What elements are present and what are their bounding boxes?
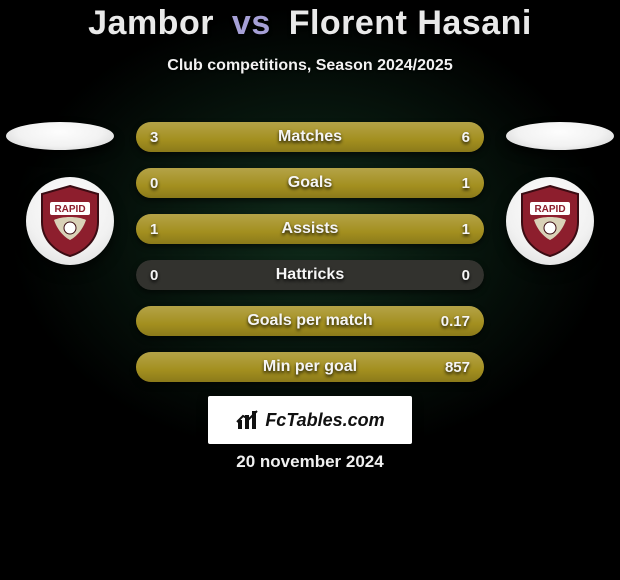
side-disc-left [6, 122, 114, 150]
bar-right-fill [251, 122, 484, 152]
bar-left-fill [136, 214, 310, 244]
bar-row: Matches36 [136, 122, 484, 152]
bar-row: Goals per match0.17 [136, 306, 484, 336]
title-player2: Florent Hasani [289, 4, 532, 42]
title-player1: Jambor [88, 4, 214, 42]
bar-right-fill [136, 352, 484, 382]
date-text: 20 november 2024 [0, 452, 620, 472]
subtitle: Club competitions, Season 2024/2025 [0, 57, 620, 75]
shield-icon: RAPID [38, 184, 102, 258]
side-disc-right [506, 122, 614, 150]
brand-box: FcTables.com [208, 396, 412, 444]
bar-left-fill [136, 122, 251, 152]
svg-text:RAPID: RAPID [54, 204, 85, 215]
bar-row: Goals01 [136, 168, 484, 198]
title-vs: vs [232, 4, 271, 42]
bar-row: Hattricks00 [136, 260, 484, 290]
club-badge-left: RAPID [26, 177, 114, 265]
shield-icon: RAPID [518, 184, 582, 258]
bar-right-fill [136, 306, 484, 336]
bar-row: Min per goal857 [136, 352, 484, 382]
bar-track [136, 260, 484, 290]
brand-text: FcTables.com [265, 410, 384, 431]
bar-left-fill [136, 168, 199, 198]
bar-right-fill [310, 214, 484, 244]
chart-icon [235, 408, 259, 432]
bar-row: Assists11 [136, 214, 484, 244]
comparison-bars: Matches36 Goals01 Assists11 Hattricks00 Goal… [136, 122, 484, 398]
bar-right-fill [199, 168, 484, 198]
comparison-infographic: Jambor vs Florent Hasani Club competitio… [0, 0, 620, 580]
title: Jambor vs Florent Hasani [0, 0, 620, 43]
svg-text:RAPID: RAPID [534, 204, 565, 215]
club-badge-right: RAPID [506, 177, 594, 265]
